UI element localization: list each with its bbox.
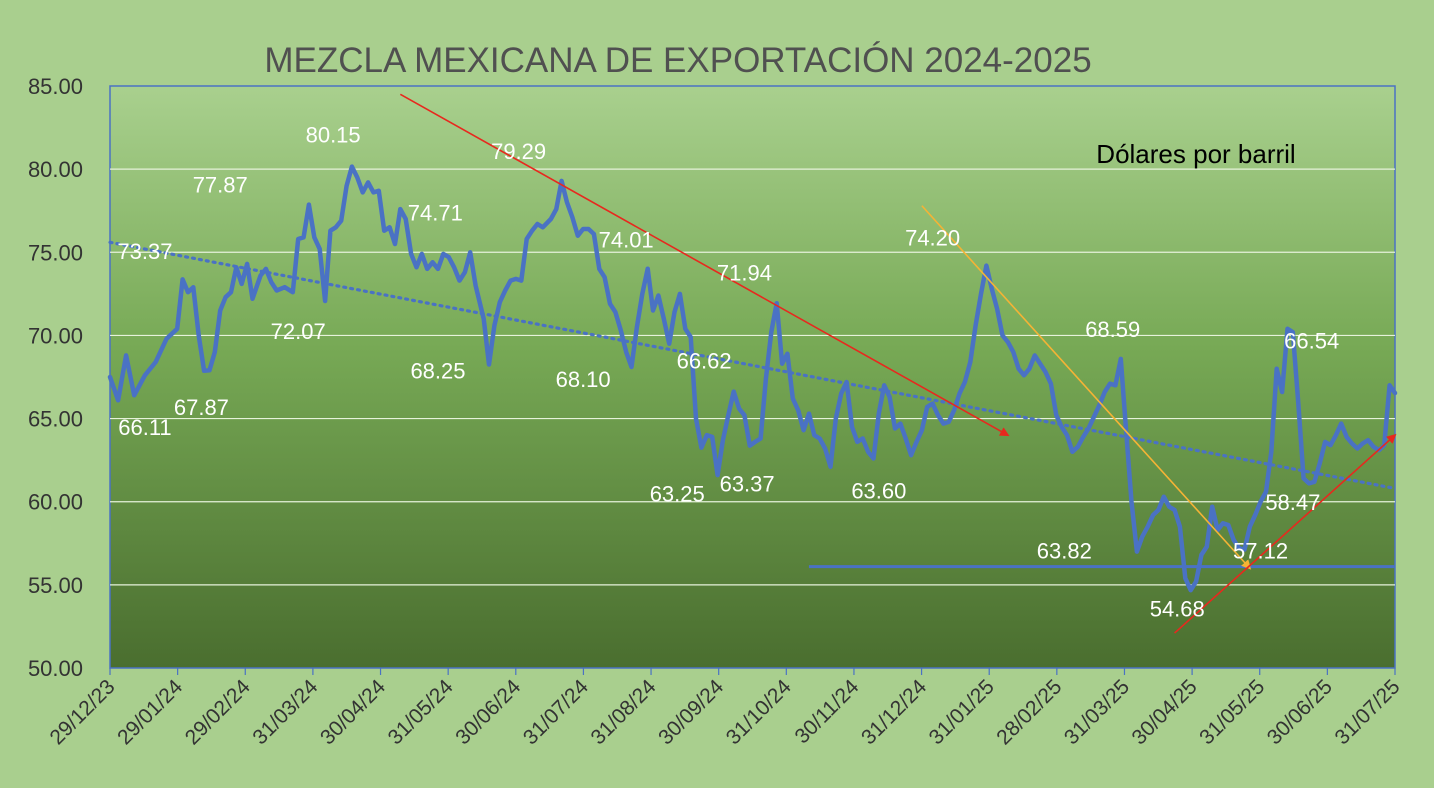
data-label: 63.25 <box>650 482 705 507</box>
data-label: 66.11 <box>118 415 171 440</box>
data-label: 74.71 <box>408 201 463 226</box>
y-tick-label: 65.00 <box>28 407 83 432</box>
data-label: 66.54 <box>1284 329 1339 354</box>
unit-label: Dólares por barril <box>1096 139 1295 169</box>
trend-line <box>108 240 1397 491</box>
data-label: 80.15 <box>306 123 361 148</box>
data-label: 63.82 <box>1037 538 1092 563</box>
data-label: 72.07 <box>271 319 326 344</box>
data-label: 63.60 <box>851 478 906 503</box>
data-label: 68.25 <box>410 359 465 384</box>
data-labels: 66.11 73.37 67.87 77.87 72.07 80.15 74.71 68.25… <box>117 123 1339 622</box>
y-tick-label: 70.00 <box>28 323 83 348</box>
y-tick-label: 75.00 <box>28 240 83 265</box>
price-series-line <box>107 164 1398 593</box>
data-label: 77.87 <box>193 172 248 197</box>
y-tick-label: 55.00 <box>28 573 83 598</box>
series-group <box>107 164 1398 593</box>
data-label: 57.12 <box>1233 538 1288 563</box>
trend-arrow-orange <box>921 205 1252 570</box>
plot-area <box>109 85 1396 669</box>
data-label: 68.10 <box>556 367 611 392</box>
data-label: 73.37 <box>117 239 172 264</box>
chart-title: MEZCLA MEXICANA DE EXPORTACIÓN 2024-2025 <box>264 41 1091 80</box>
gridlines <box>110 168 1395 586</box>
data-label: 74.01 <box>599 227 654 252</box>
data-label: 71.94 <box>717 261 772 286</box>
data-label: 79.29 <box>491 139 546 164</box>
trend-arrow-red <box>1174 433 1397 634</box>
data-label: 68.59 <box>1085 317 1140 342</box>
overlay-lines <box>108 93 1397 634</box>
y-tick-label: 80.00 <box>28 157 83 182</box>
data-label: 63.37 <box>720 472 775 497</box>
data-label: 74.20 <box>905 226 960 251</box>
data-label: 66.62 <box>677 349 732 374</box>
data-label: 67.87 <box>174 395 229 420</box>
trend-arrow-red <box>399 93 1010 437</box>
y-tick-label: 50.00 <box>28 656 83 681</box>
data-label: 54.68 <box>1150 596 1205 621</box>
y-tick-label: 60.00 <box>28 490 83 515</box>
y-tick-label: 85.00 <box>28 74 83 99</box>
y-axis: 50.00 55.00 60.00 65.00 70.00 75.00 80.00 85.00 <box>28 74 83 681</box>
data-label: 58.47 <box>1265 490 1320 515</box>
